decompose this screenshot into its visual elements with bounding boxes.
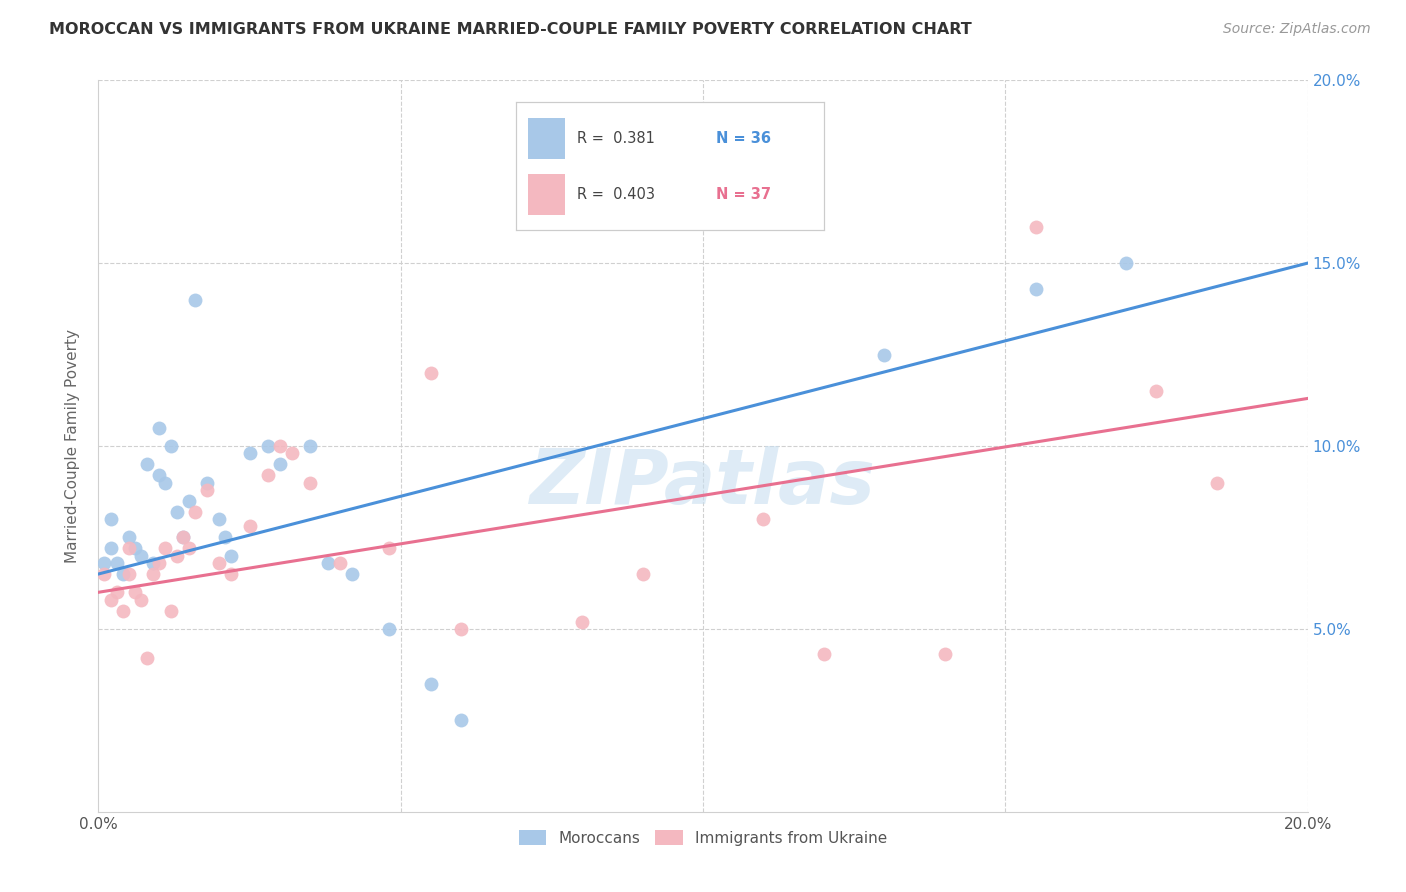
Point bbox=[160, 603, 183, 617]
Point bbox=[316, 556, 339, 570]
Point bbox=[93, 556, 115, 570]
Point bbox=[111, 567, 134, 582]
Point bbox=[118, 567, 141, 582]
Point bbox=[420, 676, 443, 690]
Point bbox=[873, 347, 896, 362]
Point bbox=[329, 556, 352, 570]
Point bbox=[100, 541, 122, 556]
Text: Source: ZipAtlas.com: Source: ZipAtlas.com bbox=[1223, 22, 1371, 37]
Point bbox=[142, 556, 165, 570]
Point bbox=[1024, 282, 1046, 296]
Point bbox=[299, 475, 322, 490]
Point bbox=[208, 556, 231, 570]
Point bbox=[124, 585, 146, 599]
Point bbox=[208, 512, 231, 526]
Point bbox=[129, 592, 152, 607]
Point bbox=[172, 530, 194, 544]
Point bbox=[239, 446, 262, 460]
Point bbox=[450, 622, 472, 636]
Text: MOROCCAN VS IMMIGRANTS FROM UKRAINE MARRIED-COUPLE FAMILY POVERTY CORRELATION CH: MOROCCAN VS IMMIGRANTS FROM UKRAINE MARR… bbox=[49, 22, 972, 37]
Point bbox=[179, 494, 201, 508]
Point bbox=[124, 541, 146, 556]
Y-axis label: Married-Couple Family Poverty: Married-Couple Family Poverty bbox=[65, 329, 80, 563]
Point bbox=[142, 567, 165, 582]
Point bbox=[105, 585, 128, 599]
Point bbox=[153, 475, 176, 490]
Point bbox=[420, 366, 443, 380]
Point bbox=[118, 530, 141, 544]
Point bbox=[631, 567, 654, 582]
Point bbox=[184, 293, 207, 307]
Point bbox=[195, 475, 218, 490]
Point bbox=[166, 549, 188, 563]
Point bbox=[129, 549, 152, 563]
Point bbox=[179, 541, 201, 556]
Text: ZIPatlas: ZIPatlas bbox=[530, 446, 876, 519]
Point bbox=[100, 512, 122, 526]
Point bbox=[1206, 475, 1229, 490]
Point bbox=[256, 468, 278, 483]
Legend: Moroccans, Immigrants from Ukraine: Moroccans, Immigrants from Ukraine bbox=[512, 823, 894, 852]
Point bbox=[111, 603, 134, 617]
Point bbox=[221, 549, 243, 563]
Point bbox=[934, 648, 956, 662]
Point bbox=[813, 648, 835, 662]
Point bbox=[172, 530, 194, 544]
Point bbox=[135, 457, 157, 471]
Point bbox=[118, 541, 141, 556]
Point bbox=[239, 519, 262, 533]
Point bbox=[153, 541, 176, 556]
Point bbox=[100, 592, 122, 607]
Point bbox=[148, 421, 170, 435]
Point bbox=[752, 512, 775, 526]
Point bbox=[450, 714, 472, 728]
Point bbox=[269, 457, 291, 471]
Point bbox=[148, 468, 170, 483]
Point bbox=[221, 567, 243, 582]
Point bbox=[571, 615, 593, 629]
Point bbox=[377, 541, 399, 556]
Point bbox=[1115, 256, 1137, 270]
Point bbox=[377, 622, 399, 636]
Point bbox=[281, 446, 304, 460]
Point bbox=[342, 567, 364, 582]
Point bbox=[1144, 384, 1167, 398]
Point bbox=[269, 439, 291, 453]
Point bbox=[93, 567, 115, 582]
Point bbox=[214, 530, 236, 544]
Point bbox=[166, 505, 188, 519]
Point bbox=[195, 483, 218, 497]
Point bbox=[105, 556, 128, 570]
Point bbox=[1024, 219, 1046, 234]
Point bbox=[160, 439, 183, 453]
Point bbox=[184, 505, 207, 519]
Point bbox=[135, 651, 157, 665]
Point bbox=[299, 439, 322, 453]
Point bbox=[148, 556, 170, 570]
Point bbox=[256, 439, 278, 453]
